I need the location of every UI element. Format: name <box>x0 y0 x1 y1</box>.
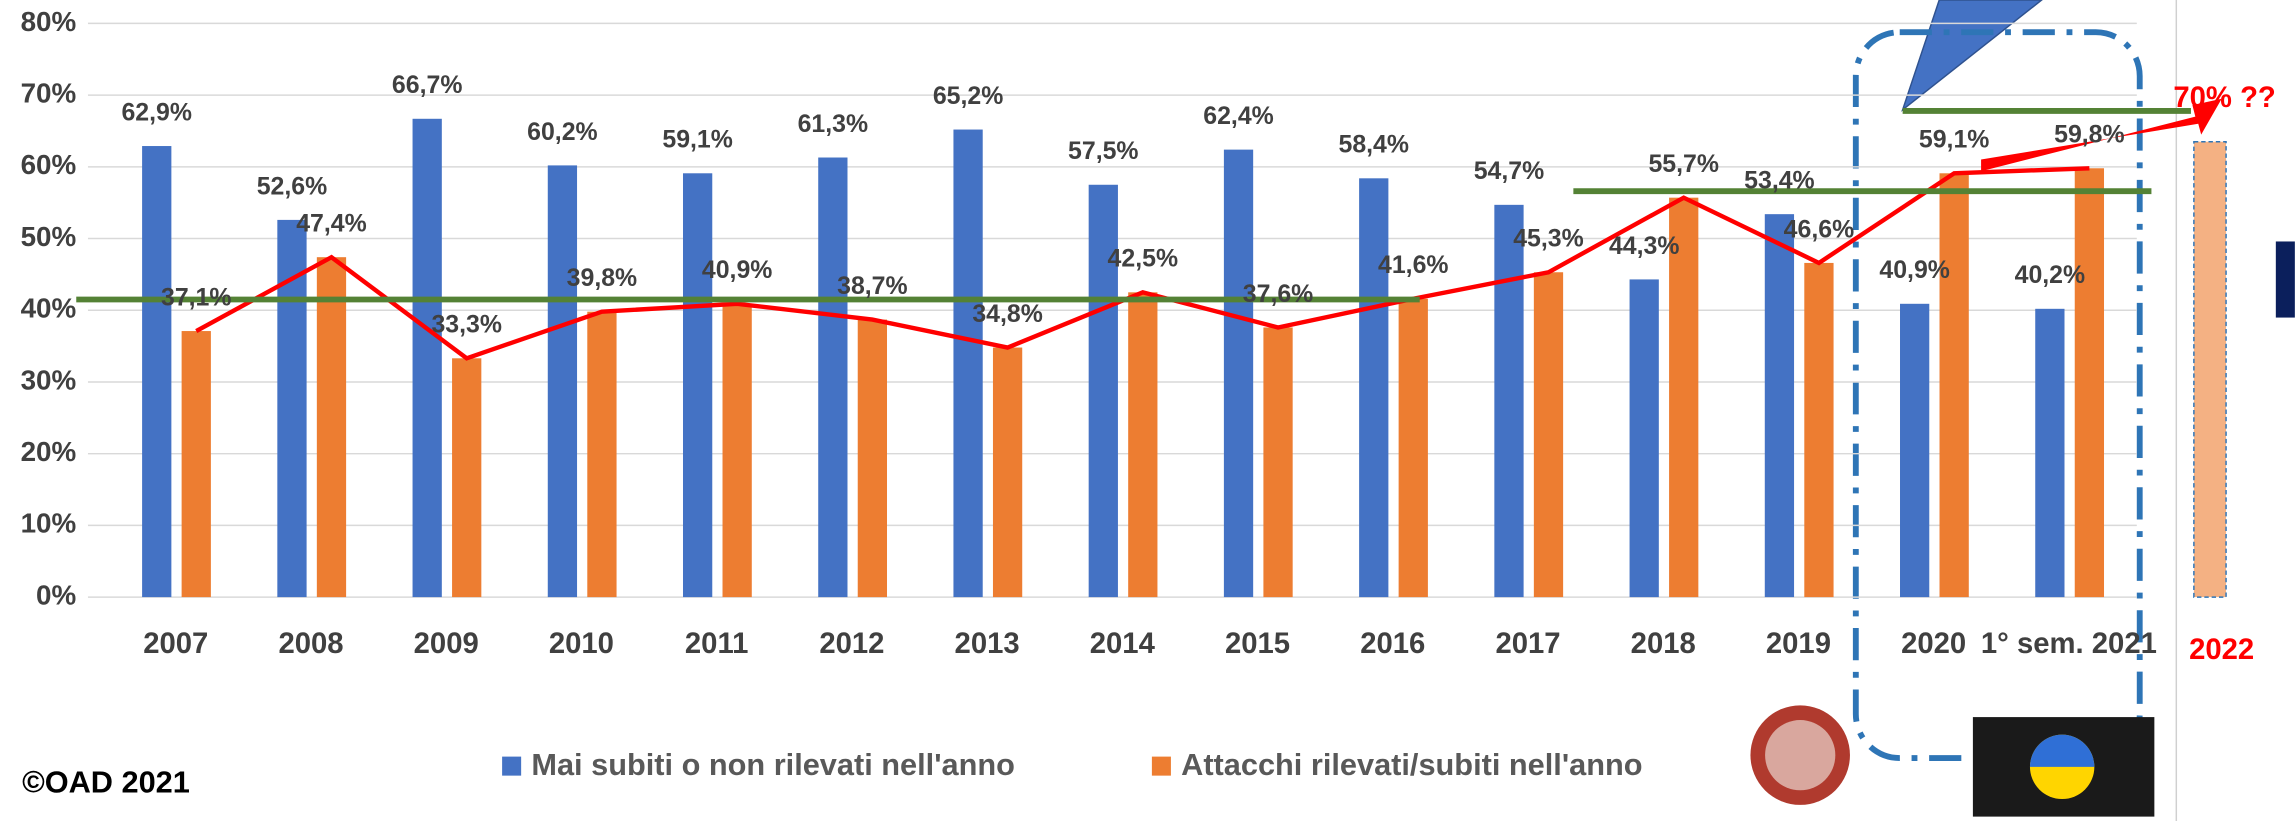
value-label: 37,1% <box>161 283 232 311</box>
bar <box>857 319 888 598</box>
value-label: 65,2% <box>933 82 1004 110</box>
value-label: 33,3% <box>431 311 502 339</box>
y-tick-label: 80% <box>21 6 77 37</box>
bar <box>1900 303 1930 598</box>
x-tick-label: 2014 <box>1090 628 1156 660</box>
bar <box>818 157 848 598</box>
bar <box>452 358 482 598</box>
y-tick-label: 20% <box>21 436 77 467</box>
value-label: 52,6% <box>257 172 328 200</box>
value-label: 45,3% <box>1513 225 1584 253</box>
y-tick-label: 60% <box>21 149 77 180</box>
value-label: 60,2% <box>527 118 598 146</box>
x-tick-label: 2012 <box>819 628 884 660</box>
x-tick-label: 2015 <box>1225 628 1290 660</box>
value-label: 44,3% <box>1609 232 1680 260</box>
bar <box>722 303 752 598</box>
bar <box>1764 214 1795 598</box>
y-tick-label: 30% <box>21 364 77 395</box>
bar <box>1398 298 1428 598</box>
projection-annotation: 70% ?? <box>2173 82 2275 114</box>
bar <box>1128 292 1158 598</box>
value-label: 40,2% <box>2015 261 2086 289</box>
bar <box>142 146 172 598</box>
projection-arrow <box>1981 98 2222 172</box>
legend-swatch <box>1151 756 1171 776</box>
x-tick-label: 2020 <box>1901 628 1966 660</box>
x-tick-label: 2007 <box>143 628 208 660</box>
x-tick-label: 2010 <box>549 628 614 660</box>
x-tick-label: 2018 <box>1631 628 1696 660</box>
bar <box>547 165 578 598</box>
cyber-icon <box>1972 717 2155 817</box>
bar <box>1533 272 1564 598</box>
value-label: 66,7% <box>392 71 463 99</box>
value-label: 34,8% <box>972 300 1043 328</box>
bar <box>1804 262 1834 598</box>
bar <box>316 257 347 598</box>
y-tick-label: 0% <box>36 579 76 610</box>
credit: ©OAD 2021 <box>22 765 190 800</box>
x-tick-label: 2008 <box>278 628 343 660</box>
virus-icon <box>1750 705 1850 805</box>
value-label: 54,7% <box>1474 157 1544 185</box>
value-label: 41,6% <box>1378 251 1449 279</box>
value-label: 55,7% <box>1648 150 1719 178</box>
trend-line <box>195 166 2090 361</box>
x-tick-label: 2017 <box>1495 628 1560 660</box>
x-tick-label: 2013 <box>955 628 1020 660</box>
y-tick-label: 40% <box>21 293 77 324</box>
x-tick-label: 1° sem. 2021 <box>1981 628 2157 660</box>
x-tick-label: 2011 <box>685 628 748 660</box>
bar <box>181 331 211 598</box>
value-label: 61,3% <box>798 110 869 138</box>
y-tick-label: 70% <box>21 77 77 108</box>
legend-label: Mai subiti o non rilevati nell'anno <box>531 747 1015 782</box>
y-tick-label: 10% <box>21 508 77 539</box>
value-label: 37,6% <box>1243 280 1314 308</box>
bar <box>412 118 442 598</box>
bar <box>682 173 713 598</box>
bar <box>1494 204 1524 598</box>
value-label: 39,8% <box>567 264 638 292</box>
bar <box>992 347 1023 598</box>
bar <box>1359 178 1389 598</box>
value-label: 47,4% <box>296 210 367 238</box>
projection-bar <box>2193 141 2227 598</box>
legend-label: Attacchi rilevati/subiti nell'anno <box>1181 747 1642 782</box>
bar <box>1669 197 1699 598</box>
value-label: 38,7% <box>837 272 908 300</box>
x-tick-label: 2009 <box>414 628 479 660</box>
x-tick-label: 2016 <box>1360 628 1425 660</box>
bar <box>1629 279 1659 598</box>
legend-swatch <box>502 756 522 776</box>
value-label: 40,9% <box>1879 256 1950 284</box>
x-tick-label: 2019 <box>1766 628 1831 660</box>
bar <box>2074 168 2105 598</box>
value-label: 46,6% <box>1784 215 1855 243</box>
projection-label: 2022 <box>2189 634 2254 666</box>
bar <box>1088 184 1118 598</box>
value-label: 40,9% <box>702 256 773 284</box>
value-label: 59,1% <box>1919 126 1990 154</box>
bar <box>587 311 617 598</box>
value-label: 42,5% <box>1108 245 1179 273</box>
bar <box>1223 149 1254 598</box>
value-label: 57,5% <box>1068 137 1139 165</box>
value-label: 62,4% <box>1203 102 1274 130</box>
value-label: 59,1% <box>662 126 733 154</box>
value-label: 59,8% <box>2054 121 2125 149</box>
bar <box>2035 308 2065 598</box>
value-label: 53,4% <box>1744 167 1815 195</box>
bar <box>1939 173 1969 598</box>
bar <box>953 129 983 598</box>
decor-block <box>2275 241 2295 318</box>
value-label: 62,9% <box>121 98 192 126</box>
callout-pointer <box>1901 0 2043 112</box>
y-tick-label: 50% <box>21 221 77 252</box>
value-label: 58,4% <box>1339 131 1410 159</box>
bar <box>1263 327 1293 598</box>
